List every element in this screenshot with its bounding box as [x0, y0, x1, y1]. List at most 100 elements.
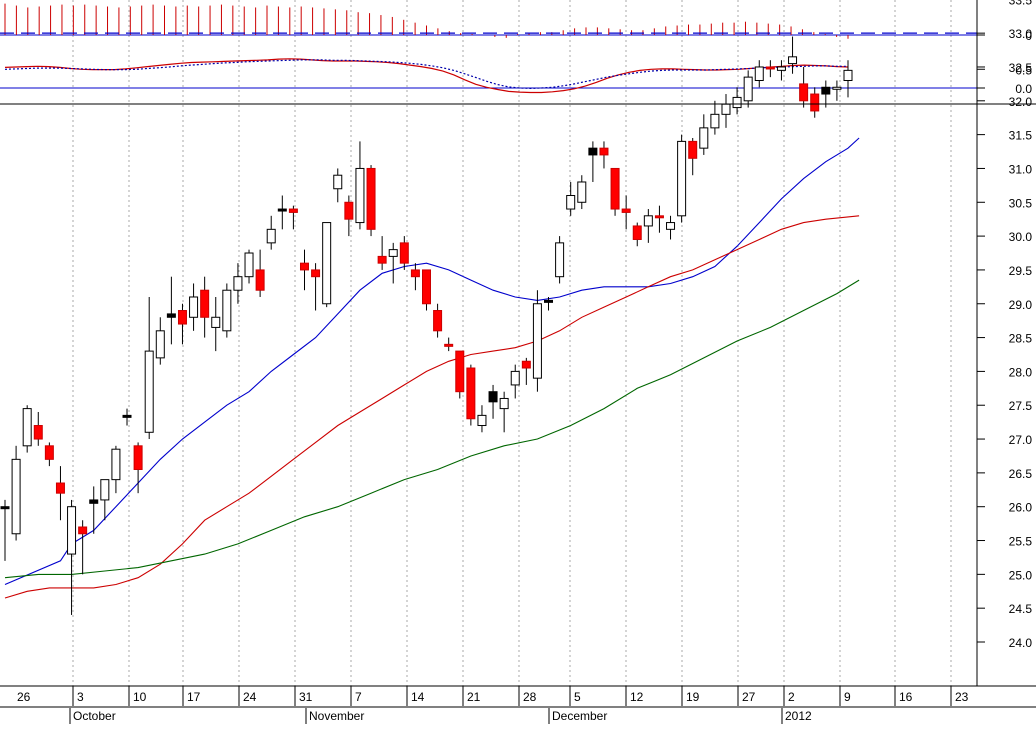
oscillator-panel — [0, 58, 977, 94]
candle-body — [222, 289, 232, 332]
candle-body — [843, 69, 853, 82]
candle-body — [155, 330, 165, 359]
candle-body — [743, 76, 753, 102]
candle-body — [67, 506, 77, 555]
candle-body — [366, 167, 376, 230]
candle-body — [810, 93, 820, 112]
candle-body — [632, 225, 642, 240]
oscillator-line — [4, 58, 849, 94]
candle-body — [555, 242, 565, 278]
y-tick-label-price: 33.5 — [1009, 0, 1033, 7]
y-tick-label-price: 26.0 — [1009, 501, 1033, 515]
candle-body — [166, 313, 176, 318]
moving-average-line — [4, 215, 860, 599]
candle-body — [621, 208, 631, 213]
y-tick-label-price: 24.5 — [1009, 602, 1033, 616]
y-tick-label-price: 32.5 — [1009, 61, 1033, 75]
y-tick-label-price: 30.0 — [1009, 230, 1033, 244]
candle-body — [532, 303, 542, 379]
candle-body — [211, 316, 221, 328]
candle-body — [122, 414, 132, 418]
candle-body — [177, 310, 187, 325]
candle-body — [111, 448, 121, 481]
y-tick-label-price: 28.5 — [1009, 332, 1033, 346]
candle-body — [333, 174, 343, 190]
candle-body — [133, 445, 143, 470]
candle-body — [377, 255, 387, 264]
histogram-panel — [0, 3, 977, 39]
y-tick-label-price: 33.0 — [1009, 27, 1033, 41]
y-tick-label-price: 32.0 — [1009, 95, 1033, 109]
y-tick-label-price: 31.5 — [1009, 129, 1033, 143]
x-tick-label: 28 — [523, 690, 537, 704]
y-tick-label-price: 25.0 — [1009, 568, 1033, 582]
candle-body — [22, 408, 32, 447]
candle-body — [299, 262, 309, 271]
candle-body — [422, 269, 431, 305]
price-panel — [0, 32, 977, 615]
candle-body — [455, 350, 465, 393]
candle-body — [688, 140, 698, 159]
x-tick-label: 10 — [133, 690, 147, 704]
candle-body — [666, 222, 676, 230]
x-tick-label: 23 — [955, 690, 969, 704]
candle-body — [477, 414, 487, 427]
month-label: 2012 — [785, 709, 812, 723]
candle-body — [44, 445, 54, 460]
candle-body — [577, 181, 587, 203]
candle-body — [699, 127, 709, 149]
candle-body — [654, 215, 664, 219]
candle-body — [277, 208, 287, 212]
x-tick-label: 24 — [243, 690, 257, 704]
y-tick-label-histogram: 0 — [1025, 29, 1032, 43]
candle-body — [311, 269, 321, 278]
y-tick-label-price: 29.5 — [1009, 264, 1033, 278]
y-tick-label-price: 27.0 — [1009, 433, 1033, 447]
candle-body — [388, 249, 398, 257]
y-tick-label-price: 29.0 — [1009, 298, 1033, 312]
x-tick-label: 17 — [187, 690, 201, 704]
candle-body — [100, 479, 110, 501]
x-tick-label: 19 — [686, 690, 700, 704]
candle-body — [266, 228, 276, 244]
candle-body — [610, 167, 620, 210]
candle-body — [200, 289, 210, 318]
x-tick-label: 27 — [742, 690, 756, 704]
candle-body — [11, 458, 21, 535]
candle-body — [643, 215, 653, 227]
x-tick-label: 31 — [299, 690, 313, 704]
candle-body — [765, 66, 775, 70]
candle-body — [233, 276, 243, 291]
candle-body — [566, 195, 576, 210]
y-tick-label-price: 30.5 — [1009, 196, 1033, 210]
moving-average-line — [4, 279, 860, 579]
x-tick-label: 9 — [844, 690, 851, 704]
candle-body — [754, 66, 764, 82]
candle-body — [599, 147, 609, 156]
grid — [72, 0, 952, 686]
candle-body — [488, 391, 498, 403]
candle-body — [355, 167, 365, 224]
x-tick-label: 16 — [899, 690, 913, 704]
month-label: October — [73, 709, 116, 723]
y-tick-label-price: 24.0 — [1009, 636, 1033, 650]
candle-body — [410, 269, 420, 278]
candle-body — [399, 242, 409, 264]
candle-body — [189, 296, 199, 318]
candle-body — [788, 56, 798, 65]
x-tick-label: 26 — [17, 690, 31, 704]
y-tick-label-price: 26.5 — [1009, 467, 1033, 481]
candle-body — [677, 140, 687, 217]
candle-body — [433, 310, 443, 332]
candle-body — [0, 506, 10, 510]
candle-body — [544, 299, 554, 303]
candle-body — [444, 343, 454, 347]
candle-body — [588, 147, 598, 156]
y-tick-label-price: 31.0 — [1009, 162, 1033, 176]
y-tick-label-price: 28.0 — [1009, 365, 1033, 379]
x-tick-label: 2 — [788, 690, 795, 704]
candle-body — [244, 252, 254, 278]
